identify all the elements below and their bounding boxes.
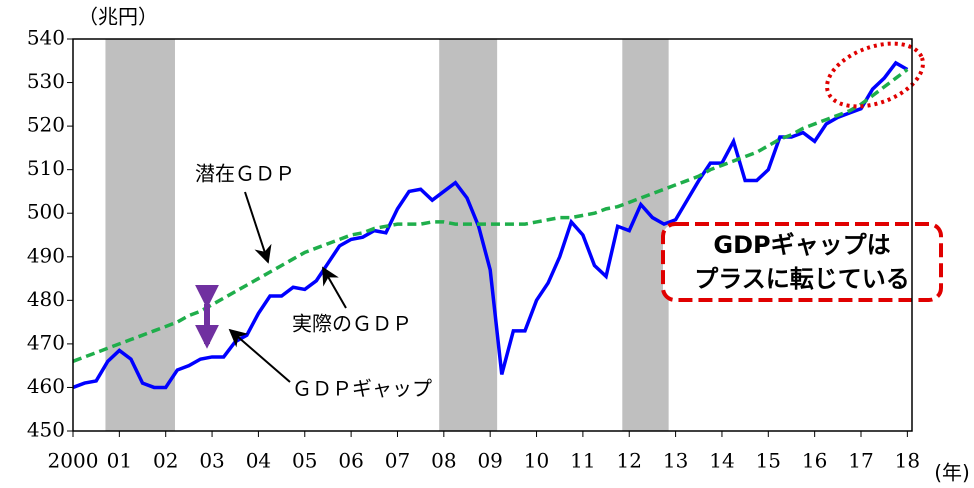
x-tick-label: 09	[477, 449, 502, 473]
annotation: 潜在ＧＤＰ	[195, 162, 295, 186]
plot-frame	[72, 38, 913, 432]
highlight-ellipse	[825, 41, 925, 109]
x-tick-label: 14	[709, 449, 734, 473]
y-tick-label: 500	[27, 200, 65, 224]
arrow	[244, 191, 272, 264]
arrow	[322, 266, 347, 309]
y-tick-label: 530	[27, 69, 65, 93]
x-tick-label: 10	[524, 449, 549, 473]
x-tick-label: 11	[570, 449, 595, 473]
callout-text: GDPギャップは	[713, 231, 890, 259]
x-tick-label: 03	[199, 449, 224, 473]
series-line	[72, 60, 909, 390]
annotation: ＧＤＰギャップ	[292, 377, 432, 401]
x-tick-label: 12	[617, 449, 642, 473]
y-tick-label: 450	[27, 418, 65, 442]
x-tick-label: 16	[802, 449, 827, 473]
y-axis-label: （兆円）	[78, 5, 158, 29]
y-tick-label: 460	[27, 374, 65, 398]
recession-band	[105, 39, 175, 431]
x-tick-label: 06	[338, 449, 363, 473]
x-tick-label: 07	[385, 449, 410, 473]
y-tick-label: 510	[27, 156, 65, 180]
x-tick-label: 13	[663, 449, 688, 473]
x-tick-label: 18	[895, 449, 920, 473]
y-tick-label: 490	[27, 243, 65, 267]
arrow	[228, 328, 291, 383]
x-tick-label: 04	[246, 449, 271, 473]
x-tick-label: 02	[153, 449, 178, 473]
recession-band	[439, 39, 498, 431]
x-tick-label: 08	[431, 449, 456, 473]
x-tick-label: 2000	[48, 449, 99, 473]
x-axis-unit: (年)	[934, 461, 970, 485]
y-tick-label: 480	[27, 287, 65, 311]
x-tick-label: 01	[107, 449, 132, 473]
recession-band	[622, 39, 669, 431]
x-tick-label: 17	[848, 449, 873, 473]
x-tick-label: 15	[756, 449, 781, 473]
y-tick-label: 540	[27, 26, 65, 50]
y-tick-label: 470	[27, 330, 65, 354]
y-tick-label: 520	[27, 113, 65, 137]
x-tick-label: 05	[292, 449, 317, 473]
annotation: 実際のＧＤＰ	[292, 312, 412, 336]
callout-box	[661, 222, 943, 302]
callout-text: プラスに転じている	[694, 265, 910, 293]
